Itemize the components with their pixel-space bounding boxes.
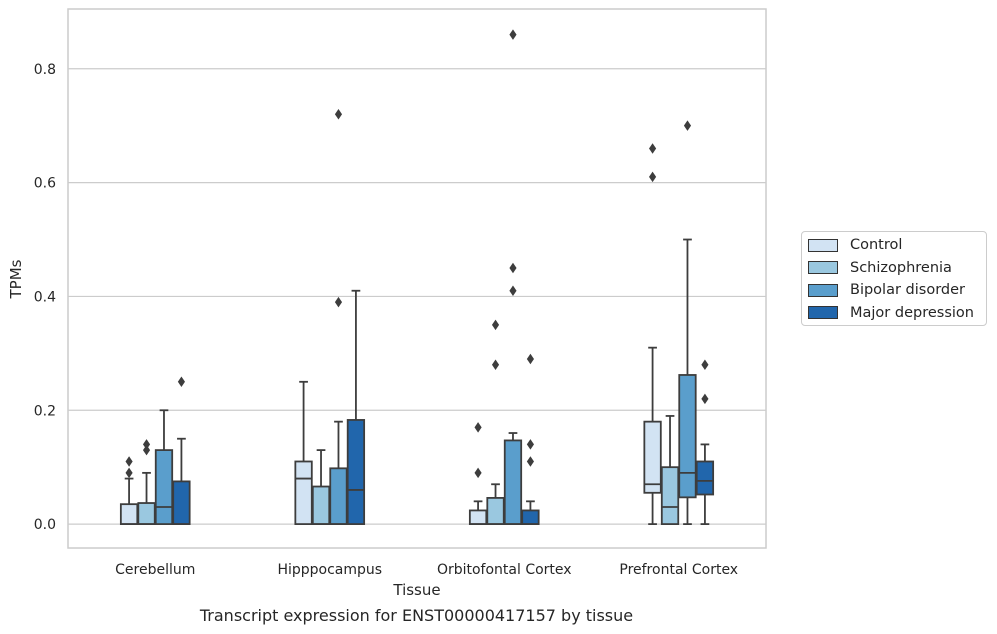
box-iqr <box>468 509 488 525</box>
box-iqr <box>643 420 662 494</box>
legend-label: Bipolar disorder <box>850 282 965 298</box>
box-iqr <box>678 374 697 499</box>
box-2-3 <box>521 353 540 525</box>
box-3-3 <box>695 359 715 525</box>
outlier-point <box>649 143 657 154</box>
outlier-point <box>142 439 151 450</box>
box-2-1 <box>486 319 505 525</box>
x-tick-label: Prefrontal Cortex <box>619 562 738 578</box>
box-iqr <box>346 419 366 525</box>
box-iqr <box>311 485 331 525</box>
x-tick-label: Hipppocampus <box>277 562 382 578</box>
legend: Control Schizophrenia Bipolar disorder Majo… <box>801 231 987 326</box>
outlier-point <box>142 444 151 456</box>
outlier-point <box>683 120 692 131</box>
y-tick-labels: 0.0 0.2 0.4 0.6 0.8 <box>34 62 56 533</box>
outlier-point <box>125 467 133 479</box>
outlier-point <box>334 109 343 120</box>
box-iqr <box>154 449 174 525</box>
legend-item: Schizophrenia <box>808 258 952 278</box>
box-3-1 <box>660 415 680 525</box>
legend-swatch <box>808 238 838 252</box>
box-3-2 <box>678 120 697 525</box>
x-tick-label: Orbitofontal Cortex <box>437 562 572 578</box>
outlier-point <box>649 171 657 183</box>
box-iqr <box>486 497 505 525</box>
legend-label: Control <box>850 237 903 253</box>
y-tick-label: 0.4 <box>34 289 56 305</box>
outlier-point <box>491 319 500 331</box>
box-0-1 <box>137 439 156 525</box>
box-iqr <box>521 509 540 525</box>
legend-swatch <box>808 261 838 274</box>
outlier-point <box>474 422 482 433</box>
legend-label: Schizophrenia <box>850 259 952 276</box>
box-1-1 <box>311 449 331 525</box>
y-tick-label: 0.8 <box>34 62 56 78</box>
box-iqr <box>172 480 191 525</box>
box-1-0 <box>294 380 313 525</box>
box-0-3 <box>172 376 191 525</box>
y-tick-label: 0.6 <box>34 176 56 192</box>
box-0-0 <box>119 456 139 525</box>
outlier-point <box>509 262 517 274</box>
y-tick-label: 0.0 <box>34 517 56 533</box>
box-iqr <box>503 439 523 525</box>
box-1-2 <box>329 109 348 525</box>
outlier-point <box>491 359 500 370</box>
legend-swatch <box>808 306 838 319</box>
outlier-point <box>701 359 709 370</box>
chart-caption: Transcript expression for ENST0000041715… <box>199 606 634 625</box>
box-0-2 <box>154 409 174 525</box>
box-iqr <box>119 503 139 525</box>
outlier-point <box>526 439 534 450</box>
outlier-point <box>474 467 482 479</box>
box-iqr <box>695 460 715 496</box>
outlier-point <box>334 296 343 308</box>
x-axis-label: Tissue <box>392 581 440 599</box>
box-2-0 <box>468 422 488 525</box>
box-2-2 <box>503 29 523 525</box>
box-iqr <box>137 502 156 525</box>
x-tick-labels: Cerebellum Hipppocampus Orbitofontal Corte… <box>115 562 738 578</box>
outlier-point <box>125 456 133 467</box>
y-tick-label: 0.2 <box>34 403 56 419</box>
outlier-point <box>701 393 709 405</box>
legend-item: Major depression <box>808 303 974 323</box>
box-iqr <box>329 467 348 525</box>
outlier-point <box>177 376 185 388</box>
box-iqr <box>294 460 313 525</box>
outlier-point <box>526 353 534 365</box>
legend-swatch <box>808 283 838 297</box>
outlier-point <box>509 29 517 40</box>
legend-label: Major depression <box>850 304 974 321</box>
outlier-point <box>526 456 534 467</box>
box-3-0 <box>643 143 662 525</box>
box-1-3 <box>346 289 366 525</box>
boxes <box>119 29 715 525</box>
legend-item: Control <box>808 235 902 255</box>
box-iqr <box>660 466 680 525</box>
legend-item: Bipolar disorder <box>808 280 965 300</box>
x-tick-label: Cerebellum <box>115 562 195 578</box>
y-axis-label: TPMs <box>7 259 25 299</box>
plot-frame <box>67 8 767 549</box>
outlier-point <box>509 285 517 296</box>
